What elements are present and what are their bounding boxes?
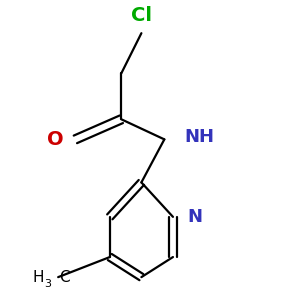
Text: C: C — [60, 270, 70, 285]
Text: 3: 3 — [44, 279, 51, 289]
Text: O: O — [47, 130, 64, 149]
Text: Cl: Cl — [131, 6, 152, 25]
Text: N: N — [187, 208, 202, 226]
Text: NH: NH — [184, 128, 214, 146]
Text: H: H — [32, 270, 44, 285]
